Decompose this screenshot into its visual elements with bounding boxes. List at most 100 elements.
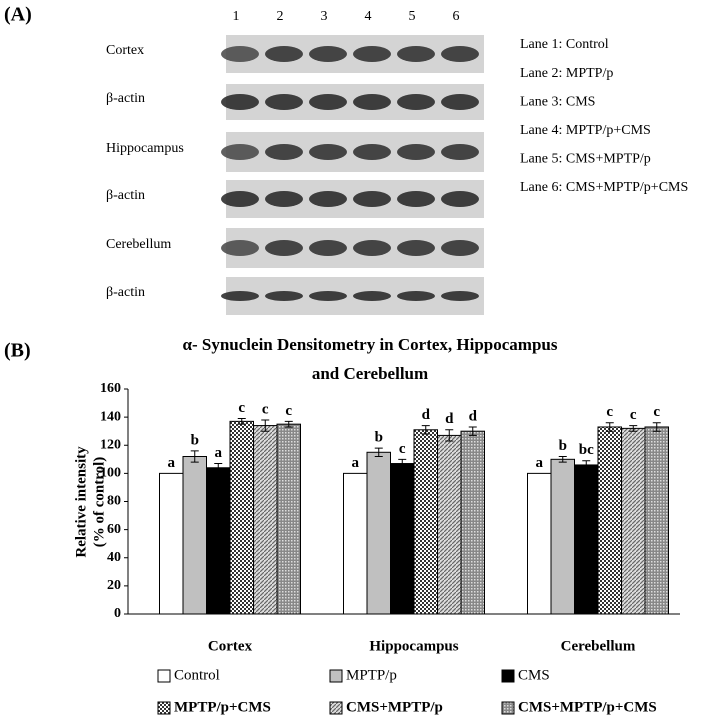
legend-swatch: [329, 701, 343, 715]
blot-band: [441, 46, 479, 62]
blot-row-label: β-actin: [106, 188, 145, 203]
blot-row-label: β-actin: [106, 285, 145, 300]
bar: [390, 463, 415, 615]
y-tick-label: 40: [107, 550, 121, 565]
lane-legend: Lane 5: CMS+MPTP/p: [520, 152, 651, 167]
blot-band: [397, 240, 435, 256]
bar: [253, 425, 278, 615]
x-tick-label: Cortex: [208, 638, 253, 654]
blot-band: [309, 291, 347, 301]
bar: [366, 451, 391, 615]
blot-band: [353, 291, 391, 301]
error-bar: [237, 418, 246, 425]
blot-row-label: β-actin: [106, 91, 145, 106]
error-bar: [445, 429, 454, 442]
blot-band: [397, 144, 435, 160]
x-tick-label: Cerebellum: [561, 638, 636, 654]
blot-band: [441, 191, 479, 207]
legend-label: CMS+MPTP/p: [346, 699, 443, 715]
blot-band: [441, 291, 479, 301]
x-tick-label: Hippocampus: [369, 638, 458, 654]
blot-band: [265, 291, 303, 301]
y-axis-label: (% of control): [91, 457, 107, 548]
bar: [527, 472, 552, 615]
blot-band: [353, 240, 391, 256]
significance-label: a: [215, 445, 223, 461]
y-axis-label: Relative intensity: [73, 446, 89, 558]
blot-band: [309, 46, 347, 62]
y-tick-label: 120: [100, 437, 121, 452]
error-bar: [374, 447, 383, 457]
bar: [437, 434, 462, 615]
lane-legend: Lane 4: MPTP/p+CMS: [520, 123, 651, 138]
error-bar: [468, 426, 477, 436]
significance-label: d: [445, 411, 454, 427]
bar: [460, 430, 485, 615]
error-bar: [398, 458, 407, 469]
bar: [182, 456, 207, 615]
significance-label: c: [399, 441, 406, 457]
y-tick-label: 140: [100, 409, 121, 424]
bar: [276, 423, 301, 615]
blot-band: [441, 144, 479, 160]
error-bar: [605, 422, 614, 432]
blot-band: [353, 46, 391, 62]
lane-number: 5: [409, 9, 416, 24]
blot-band: [309, 94, 347, 110]
legend-swatch: [501, 669, 515, 683]
blot-band: [309, 191, 347, 207]
bar: [644, 426, 669, 615]
blot-band: [397, 46, 435, 62]
legend-swatch: [157, 701, 171, 715]
legend-label: CMS: [518, 667, 550, 683]
bar: [229, 420, 254, 615]
significance-label: b: [191, 432, 199, 448]
blot-band: [221, 46, 259, 62]
legend-label: Control: [174, 667, 220, 683]
significance-label: d: [422, 407, 431, 423]
blot-band: [265, 240, 303, 256]
significance-label: c: [630, 407, 637, 423]
blot-band: [441, 94, 479, 110]
significance-label: a: [536, 455, 544, 471]
panel-label: (B): [4, 340, 31, 362]
significance-label: b: [559, 438, 567, 454]
blot-band: [221, 191, 259, 207]
bar: [621, 427, 646, 615]
lane-number: 4: [365, 9, 372, 24]
significance-label: c: [653, 404, 660, 420]
error-bar: [582, 460, 591, 470]
chart-title: α- Synuclein Densitometry in Cortex, Hip…: [182, 335, 558, 383]
y-tick-label: 0: [114, 606, 121, 621]
bar: [159, 472, 184, 615]
significance-label: c: [238, 400, 245, 416]
significance-label: a: [168, 455, 176, 471]
blot-band: [353, 144, 391, 160]
lane-number: 1: [233, 9, 240, 24]
significance-label: c: [285, 403, 292, 419]
legend-swatch: [501, 701, 515, 715]
error-bar: [261, 419, 270, 432]
blot-band: [265, 94, 303, 110]
legend-label: MPTP/p: [346, 667, 397, 683]
bar: [343, 472, 368, 615]
blot-row-label: Hippocampus: [106, 141, 184, 156]
error-bar: [214, 463, 223, 473]
error-bar: [629, 425, 638, 432]
significance-label: bc: [579, 442, 594, 458]
blot-band: [397, 191, 435, 207]
lane-number: 3: [321, 9, 328, 24]
lane-number: 2: [277, 9, 284, 24]
blot-band: [265, 144, 303, 160]
legend-swatch: [329, 669, 343, 683]
blot-band: [353, 94, 391, 110]
legend-swatch: [157, 669, 171, 683]
blot-band: [221, 144, 259, 160]
blot-band: [309, 240, 347, 256]
blot-band: [221, 94, 259, 110]
blot-band: [265, 46, 303, 62]
error-bar: [558, 456, 567, 463]
panel-label: (A): [4, 4, 32, 26]
